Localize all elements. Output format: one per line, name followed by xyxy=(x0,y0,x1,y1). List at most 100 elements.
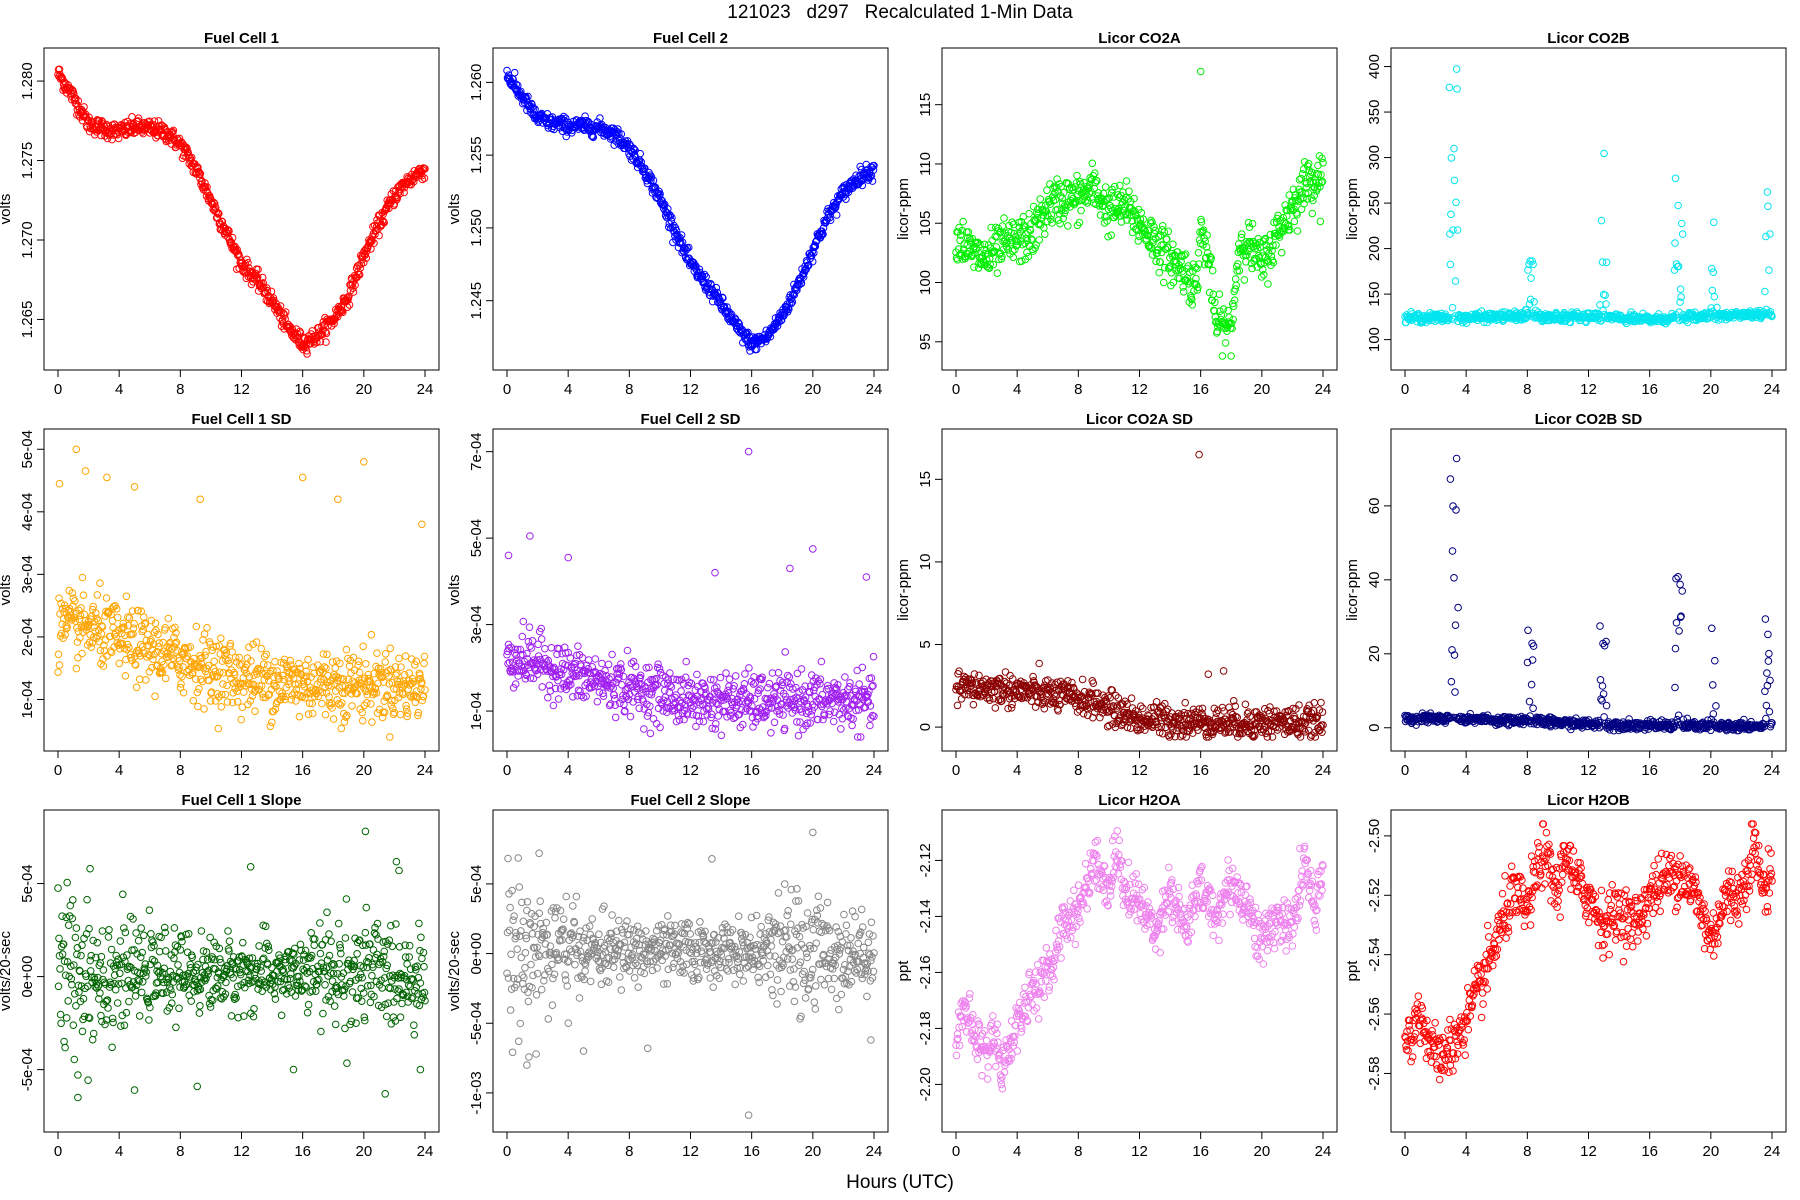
data-point xyxy=(1024,252,1033,261)
data-point xyxy=(322,338,330,346)
data-point xyxy=(866,721,874,730)
data-point xyxy=(322,329,331,338)
data-point xyxy=(725,675,734,684)
data-point xyxy=(716,673,725,682)
data-point xyxy=(344,675,353,684)
data-point xyxy=(846,679,854,687)
data-point xyxy=(1048,219,1056,227)
data-point xyxy=(356,264,365,273)
data-point xyxy=(690,267,699,276)
data-point xyxy=(649,715,658,723)
outlier-point xyxy=(103,473,111,482)
data-point xyxy=(329,715,338,723)
y-tick-label: 15 xyxy=(917,471,934,488)
data-point xyxy=(848,721,856,730)
data-point xyxy=(1602,258,1611,267)
data-point xyxy=(257,644,266,653)
data-point xyxy=(1018,257,1026,265)
data-point xyxy=(1597,216,1606,225)
x-tick-label: 0 xyxy=(503,381,511,398)
data-point xyxy=(55,661,64,669)
points-co2b xyxy=(1401,65,1776,328)
x-tick-label: 20 xyxy=(355,381,372,398)
data-point xyxy=(217,703,226,711)
panel-title: Licor CO2B xyxy=(1547,30,1630,47)
data-point xyxy=(244,259,252,267)
data-point xyxy=(1527,274,1535,282)
points-fc2sd xyxy=(503,447,878,741)
x-tick-label: 8 xyxy=(176,381,184,398)
data-point xyxy=(1000,214,1008,222)
x-tick-label: 0 xyxy=(952,762,960,779)
data-point xyxy=(1674,201,1682,210)
x-tick-label: 24 xyxy=(866,762,883,779)
x-tick-label: 4 xyxy=(1013,762,1021,779)
data-point xyxy=(974,238,982,247)
data-point xyxy=(713,288,722,297)
data-point xyxy=(386,644,395,653)
data-point xyxy=(240,688,248,696)
data-point xyxy=(666,669,674,677)
data-point xyxy=(596,114,604,122)
data-point xyxy=(731,672,740,680)
data-point xyxy=(544,693,552,702)
data-point xyxy=(869,652,878,661)
x-tick-label: 24 xyxy=(1315,381,1332,398)
data-point xyxy=(868,177,877,185)
x-tick-label: 24 xyxy=(417,762,434,779)
data-point xyxy=(767,729,775,737)
data-point xyxy=(1671,239,1679,247)
x-tick-label: 12 xyxy=(682,381,699,398)
data-point xyxy=(1122,177,1131,185)
data-point xyxy=(164,614,173,623)
data-point xyxy=(617,130,626,138)
data-point xyxy=(304,655,312,664)
data-point xyxy=(218,218,227,226)
data-point xyxy=(956,236,964,245)
data-point xyxy=(215,209,223,218)
data-point xyxy=(987,223,996,232)
data-point xyxy=(1290,217,1299,226)
data-point xyxy=(132,683,141,692)
data-point xyxy=(623,646,632,655)
data-point xyxy=(1600,149,1608,158)
data-point xyxy=(295,712,304,721)
data-point xyxy=(194,163,202,172)
y-tick-label: 5 xyxy=(917,640,934,648)
data-point xyxy=(396,710,405,719)
outlier-point xyxy=(130,483,139,491)
data-point xyxy=(996,229,1004,237)
data-point xyxy=(598,659,606,668)
outlier-point xyxy=(81,467,90,475)
data-point xyxy=(1602,300,1610,308)
x-tick-label: 4 xyxy=(1013,381,1021,398)
y-tick-label: 115 xyxy=(917,93,934,117)
data-point xyxy=(1448,303,1457,312)
points-co2a xyxy=(952,67,1327,360)
points-co2asd xyxy=(952,450,1327,741)
x-tick-label: 0 xyxy=(54,381,62,398)
x-tick-label: 20 xyxy=(1702,381,1719,398)
data-point xyxy=(168,127,177,136)
data-point xyxy=(381,650,390,658)
data-point xyxy=(985,254,994,263)
data-point xyxy=(527,644,536,652)
data-point xyxy=(723,303,731,311)
data-point xyxy=(373,649,381,658)
y-tick-label: 7e-04 xyxy=(468,432,485,470)
data-point xyxy=(1451,277,1460,285)
data-point xyxy=(151,692,159,701)
x-tick-label: 24 xyxy=(417,381,434,398)
data-point xyxy=(682,657,691,666)
data-point xyxy=(1218,352,1227,360)
x-tick-label: 24 xyxy=(1764,381,1781,398)
data-point xyxy=(815,229,824,238)
y-tick-label: 250 xyxy=(1366,191,1383,216)
data-point xyxy=(308,709,317,718)
y-tick-label: 1.250 xyxy=(468,209,485,247)
outlier-point xyxy=(744,447,753,456)
outlier-point xyxy=(55,479,64,488)
data-point xyxy=(503,66,511,75)
